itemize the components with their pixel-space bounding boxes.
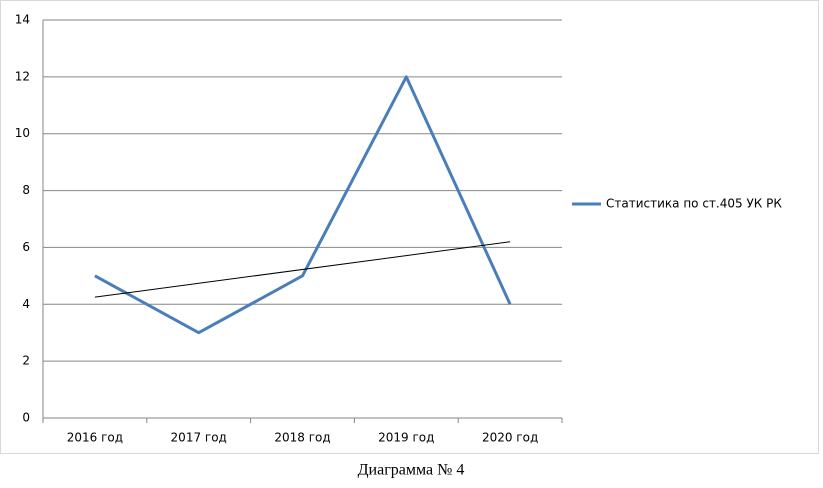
x-tick-label: 2019 год: [378, 431, 434, 445]
y-tick-label: 10: [15, 126, 30, 140]
chart-border: [0, 0, 819, 454]
y-tick-label: 8: [22, 183, 30, 197]
caption: Диаграмма № 4: [358, 462, 465, 479]
x-tick-label: 2016 год: [67, 431, 123, 445]
y-tick-label: 6: [22, 240, 30, 254]
trend-line: [94, 241, 511, 298]
y-tick-label: 2: [22, 354, 30, 368]
y-tick-label: 12: [15, 69, 30, 83]
y-tick-label: 4: [22, 297, 30, 311]
y-tick-label: 14: [15, 13, 30, 27]
data-line: [94, 75, 512, 335]
x-tick-label: 2018 год: [274, 431, 330, 445]
x-tick-label: 2020 год: [482, 431, 538, 445]
x-tick-label: 2017 год: [171, 431, 227, 445]
y-tick-label: 0: [22, 411, 30, 425]
legend-label: Статистика по ст.405 УК РК: [606, 197, 782, 211]
